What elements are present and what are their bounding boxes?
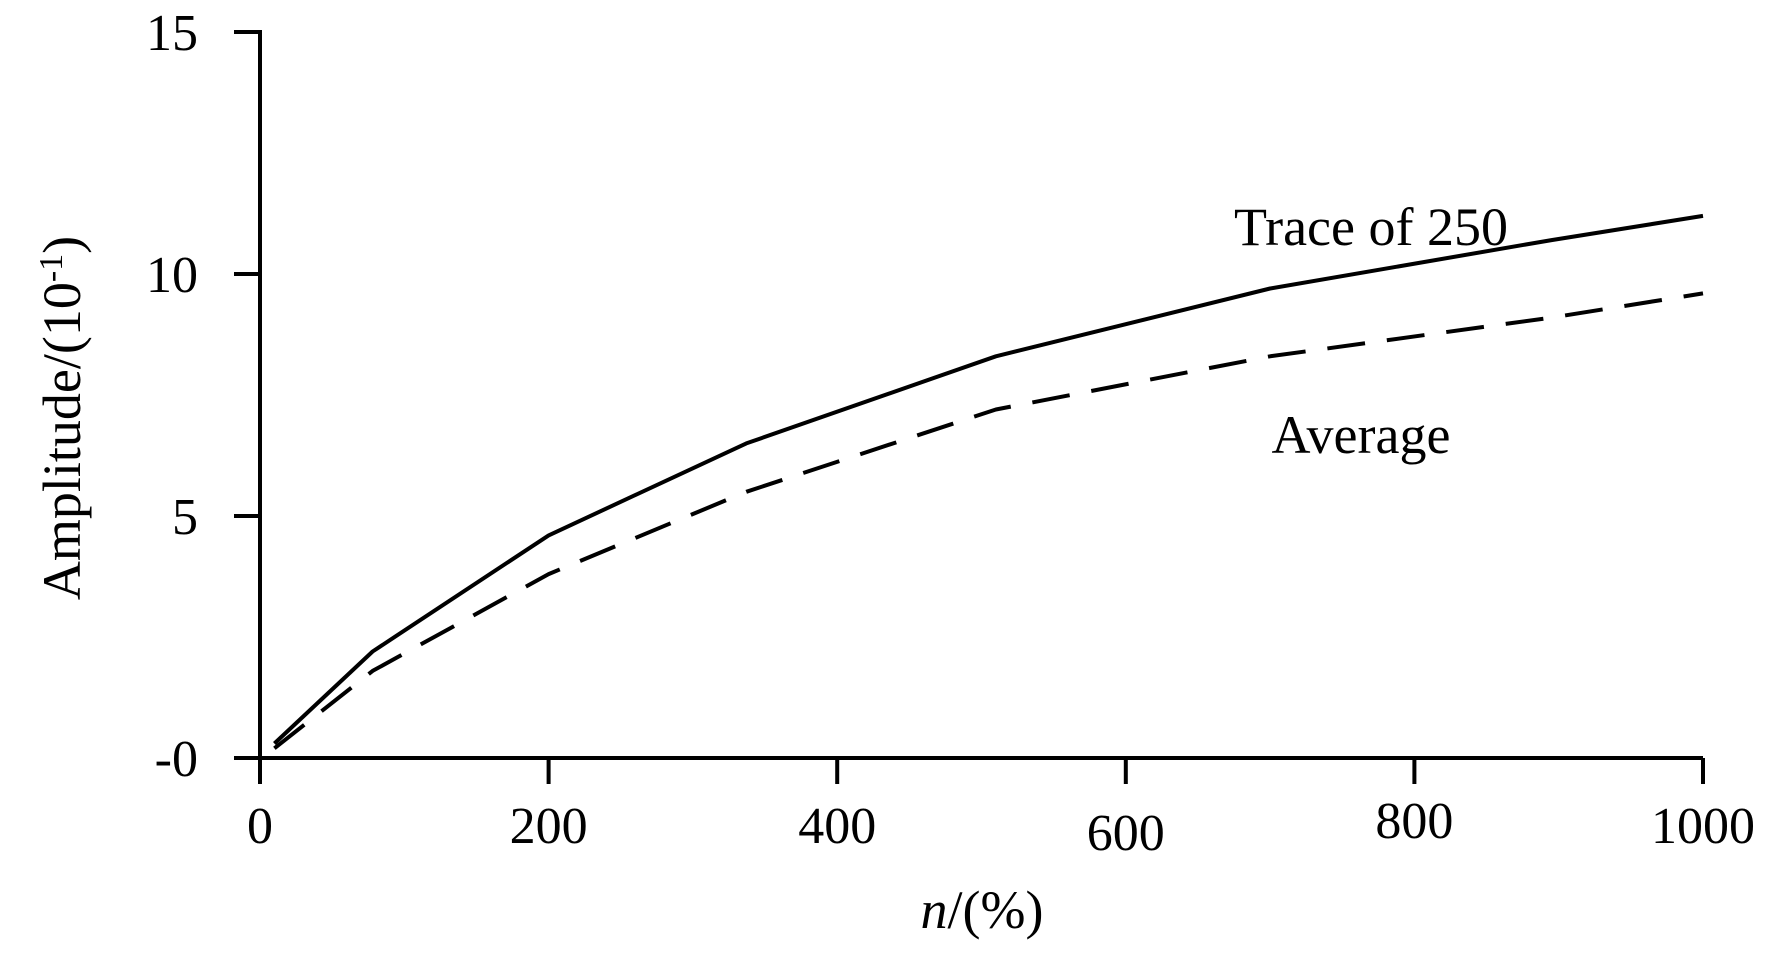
series-annotation: Trace of 250 [1234, 197, 1508, 257]
x-ticks: 0 200 400 600 800 1000 [247, 758, 1755, 862]
y-axis-title-suffix: ) [32, 236, 92, 254]
y-axis-title-exponent: -1 [33, 254, 70, 282]
y-axis: -0 5 10 15 [146, 5, 262, 788]
y-ticks: -0 5 10 15 [146, 5, 260, 788]
x-axis-title-variable: n [921, 880, 948, 940]
x-axis: 0 200 400 600 800 1000 [247, 756, 1755, 862]
y-axis-title: Amplitude/(10-1) [32, 236, 92, 600]
x-tick-label: 800 [1375, 793, 1453, 850]
x-tick-label: 200 [510, 798, 588, 855]
annotation-layer: Trace of 250 Average [1234, 197, 1508, 465]
series-layer [273, 213, 1704, 750]
x-axis-title: n/(%) [921, 880, 1044, 940]
y-axis-title-prefix: Amplitude/(10 [32, 282, 92, 600]
x-tick-label: 0 [247, 798, 273, 855]
series-annotation: Average [1272, 405, 1451, 465]
y-tick-label: 5 [172, 489, 198, 546]
series-line-average [273, 291, 1704, 750]
y-tick-label: 10 [146, 247, 198, 304]
y-tick-label: 15 [146, 5, 198, 62]
x-axis-title-unit: /(%) [948, 880, 1044, 940]
x-tick-label: 1000 [1651, 798, 1755, 855]
x-tick-label: 600 [1087, 805, 1165, 862]
x-tick-label: 400 [798, 798, 876, 855]
series-line-trace-of-250 [273, 213, 1704, 745]
y-tick-label: -0 [155, 731, 198, 788]
